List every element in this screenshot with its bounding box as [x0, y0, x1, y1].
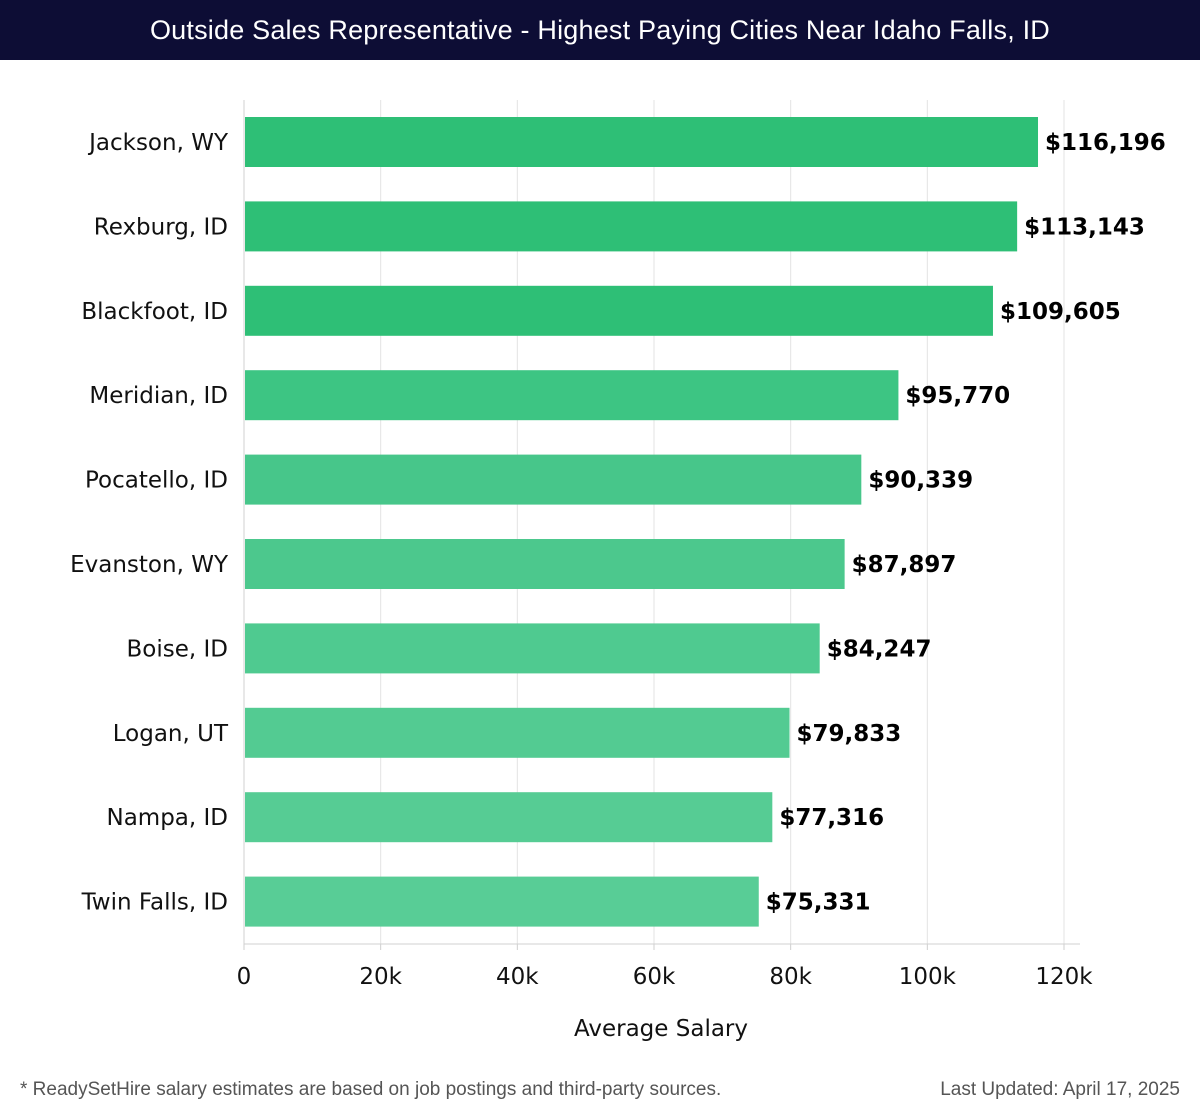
category-label: Evanston, WY	[70, 552, 229, 578]
value-label: $95,770	[905, 383, 1010, 409]
value-label: $113,143	[1024, 214, 1145, 240]
x-tick-label: 60k	[633, 964, 676, 990]
footnote: * ReadySetHire salary estimates are base…	[20, 1079, 722, 1100]
value-label: $84,247	[827, 636, 932, 662]
bar	[245, 285, 993, 336]
value-label: $87,897	[852, 552, 957, 578]
bar	[245, 539, 845, 589]
bars	[245, 117, 1039, 927]
category-label: Rexburg, ID	[94, 214, 228, 240]
bar	[245, 117, 1039, 167]
bar	[245, 876, 759, 927]
value-label: $75,331	[766, 890, 871, 916]
category-label: Logan, UT	[113, 721, 229, 747]
value-label: $77,316	[779, 805, 884, 831]
category-labels: Jackson, WY Rexburg, ID Blackfoot, ID Merid…	[70, 130, 229, 916]
value-label: $79,833	[797, 721, 902, 747]
bar	[245, 454, 862, 505]
bar	[245, 792, 773, 843]
category-label: Jackson, WY	[87, 130, 229, 156]
category-label: Nampa, ID	[106, 805, 228, 831]
x-tick-label: 80k	[769, 964, 812, 990]
bar	[245, 623, 820, 674]
category-label: Pocatello, ID	[85, 468, 228, 494]
x-axis: 0 20k 40k 60k 80k 100k 120k	[237, 100, 1093, 990]
category-label: Blackfoot, ID	[81, 299, 228, 325]
value-label: $116,196	[1045, 130, 1166, 156]
value-labels: $116,196 $113,143 $109,605 $95,770 $90,339 $8…	[766, 130, 1166, 916]
x-tick-label: 40k	[496, 964, 539, 990]
bar-chart: 0 20k 40k 60k 80k 100k 120k Jackson, WY Rexburg…	[70, 100, 1166, 1042]
category-label: Boise, ID	[127, 636, 229, 662]
x-axis-label: Average Salary	[574, 1016, 748, 1042]
chart-title: Outside Sales Representative - Highest P…	[0, 0, 1200, 60]
category-label: Meridian, ID	[89, 383, 228, 409]
x-tick-label: 100k	[899, 964, 957, 990]
x-tick-label: 0	[237, 964, 252, 990]
bar	[245, 370, 899, 421]
bar	[245, 707, 790, 758]
value-label: $90,339	[868, 468, 973, 494]
category-label: Twin Falls, ID	[81, 890, 228, 916]
x-tick-label: 20k	[359, 964, 402, 990]
last-updated: Last Updated: April 17, 2025	[940, 1079, 1180, 1100]
bar	[245, 201, 1018, 252]
value-label: $109,605	[1000, 299, 1121, 325]
x-tick-label: 120k	[1035, 964, 1093, 990]
